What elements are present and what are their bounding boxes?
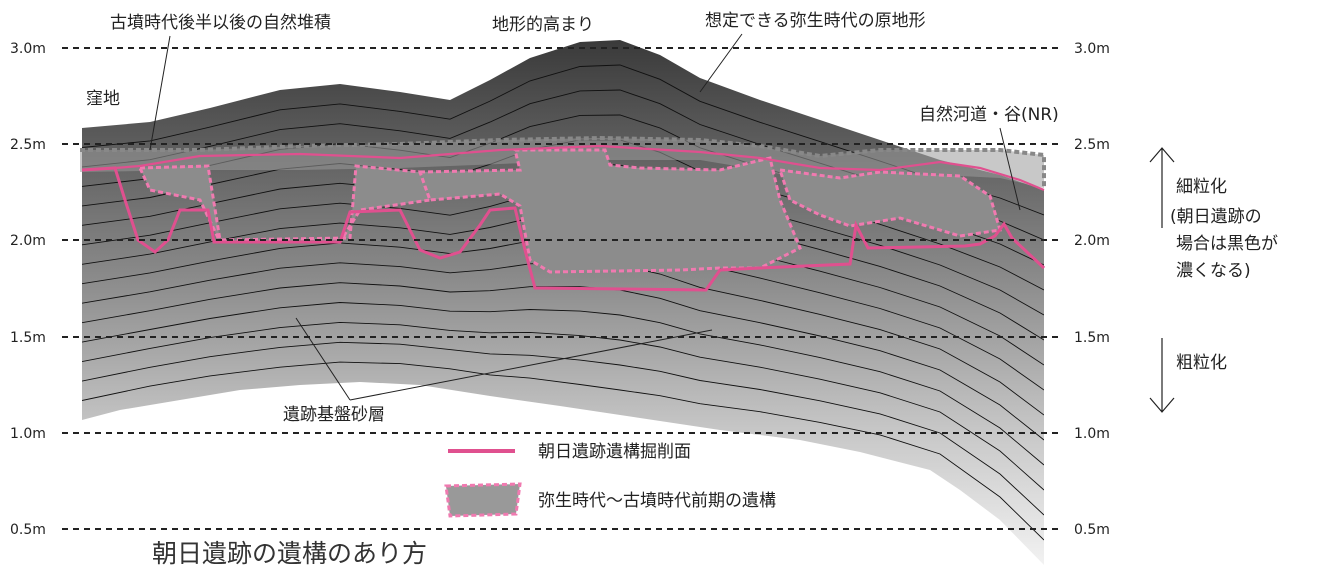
annotation-topographic-high: 地形的高まり xyxy=(492,15,594,35)
stratum-line xyxy=(82,341,1044,516)
legend-feature-swatch xyxy=(444,482,522,518)
annotation-natural-river: 自然河道・谷(NR) xyxy=(919,105,1059,125)
leader-base-sand-left xyxy=(295,317,351,401)
right-tick-label: 2.5m xyxy=(1074,137,1110,153)
annotations: 古墳時代後半以後の自然堆積 地形的高まり 想定できる弥生時代の原地形 窪地 自然… xyxy=(86,11,1059,425)
right-tick-label: 1.0m xyxy=(1074,426,1110,442)
annotation-yayoi-original-terrain: 想定できる弥生時代の原地形 xyxy=(705,11,926,31)
arrow-down-icon xyxy=(1149,338,1175,413)
leader-natural-river xyxy=(999,127,1021,211)
legend-excavation-label: 朝日遺跡遺構掘削面 xyxy=(538,442,691,462)
feature-pit xyxy=(417,148,802,274)
left-tick-label: 1.5m xyxy=(10,330,46,346)
stratum-line xyxy=(82,302,1044,466)
fine-note-line-1: (朝日遺跡の xyxy=(1170,207,1262,227)
legend: 朝日遺跡遺構掘削面 弥生時代～古墳時代前期の遺構 xyxy=(444,442,776,518)
left-tick-label: 2.0m xyxy=(10,233,46,249)
annotation-base-sand-layer: 遺跡基盤砂層 xyxy=(283,405,385,425)
leader-yayoi-terrain xyxy=(699,33,743,93)
stratum-line xyxy=(82,282,1044,441)
fine-label: 細粒化 xyxy=(1176,177,1227,197)
stratum-line xyxy=(82,321,1044,491)
left-tick-label: 3.0m xyxy=(10,41,46,57)
arrow-up-icon xyxy=(1149,147,1175,228)
feature-pits xyxy=(137,148,1002,274)
left-tick-label: 0.5m xyxy=(10,522,46,538)
leader-natural-deposit xyxy=(149,35,171,151)
right-axis-labels: 3.0m 2.5m 2.0m 1.5m 1.0m 0.5m xyxy=(1074,41,1110,538)
coarse-label: 粗粒化 xyxy=(1176,353,1227,373)
diagram-title: 朝日遺跡の遺構のあり方 xyxy=(152,539,427,567)
natural-deposit-outline xyxy=(80,135,1046,188)
grain-scale: 細粒化 (朝日遺跡の 場合は黒色が 濃くなる) 粗粒化 xyxy=(1149,147,1278,413)
right-tick-label: 0.5m xyxy=(1074,522,1110,538)
annotation-natural-deposit: 古墳時代後半以後の自然堆積 xyxy=(110,13,331,33)
elevation-lines xyxy=(62,47,1060,530)
left-axis-labels: 3.0m 2.5m 2.0m 1.5m 1.0m 0.5m xyxy=(10,41,46,538)
right-tick-label: 3.0m xyxy=(1074,41,1110,57)
left-tick-label: 1.0m xyxy=(10,426,46,442)
fine-note-line-3: 濃くなる) xyxy=(1176,261,1251,281)
right-tick-label: 2.0m xyxy=(1074,233,1110,249)
right-tick-label: 1.5m xyxy=(1074,330,1110,346)
excavation-surface-upper xyxy=(114,144,1045,192)
leader-base-sand-right xyxy=(349,329,713,401)
strata-body xyxy=(82,40,1044,565)
feature-pit xyxy=(137,164,433,244)
excavation-surface-line xyxy=(81,166,1046,292)
fine-note-line-2: 場合は黒色が xyxy=(1176,234,1278,254)
stratum-line xyxy=(82,361,1044,541)
legend-feature-label: 弥生時代～古墳時代前期の遺構 xyxy=(538,491,776,511)
left-tick-label: 2.5m xyxy=(10,137,46,153)
annotation-depression: 窪地 xyxy=(86,89,120,109)
